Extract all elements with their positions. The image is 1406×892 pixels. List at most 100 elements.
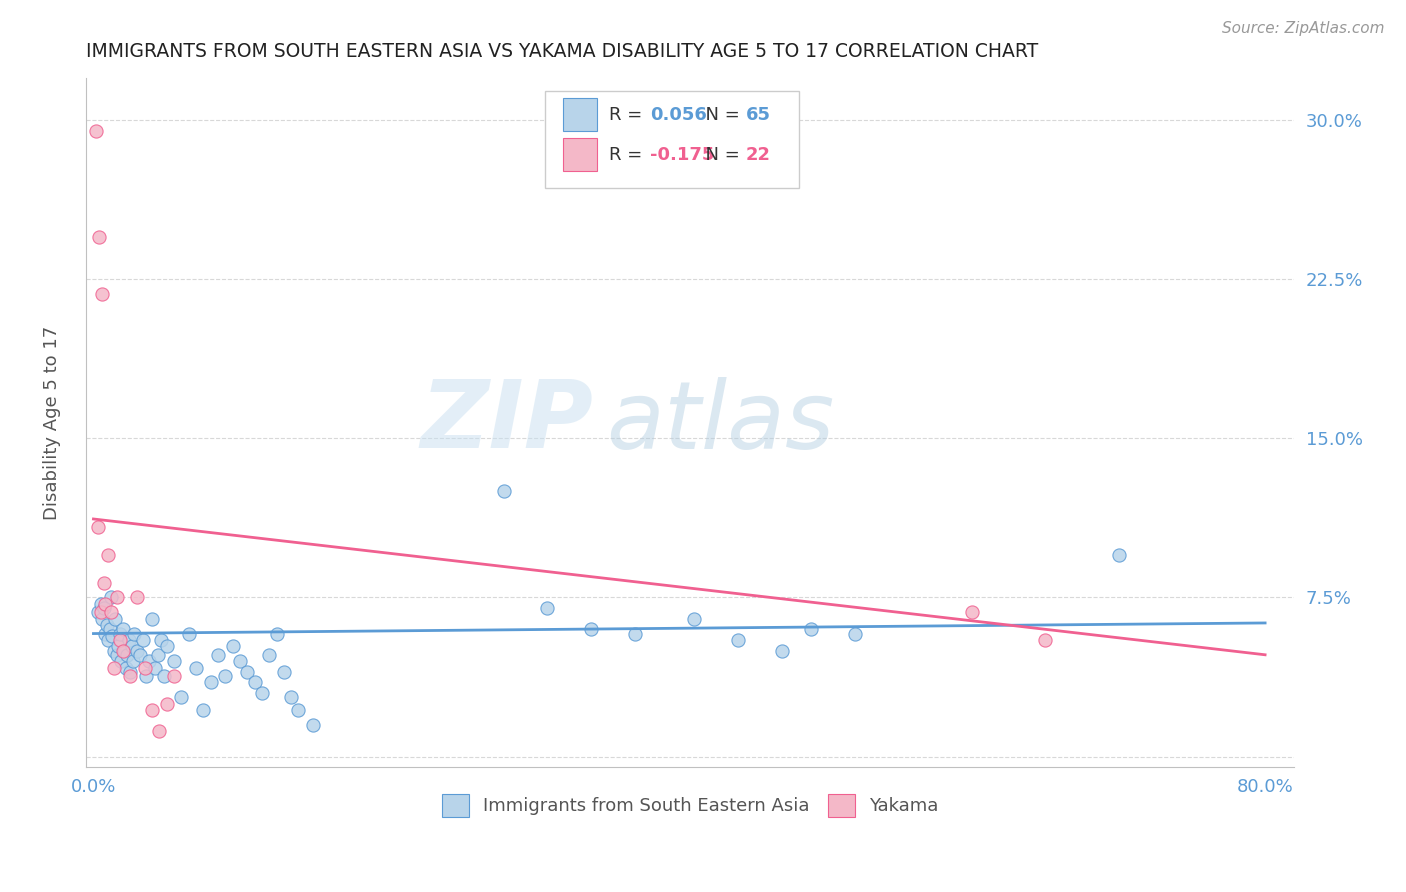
Point [93, 601, 115, 615]
Point [229, 654, 252, 668]
Point [90, 605, 112, 619]
Point [149, 632, 172, 647]
Y-axis label: Disability Age 5 to 17: Disability Age 5 to 17 [44, 326, 60, 519]
Text: 0.056: 0.056 [651, 106, 707, 124]
Point [138, 654, 160, 668]
Point [184, 660, 207, 674]
Point [134, 660, 156, 674]
Point [91, 612, 114, 626]
Point [273, 665, 295, 679]
Point [163, 669, 186, 683]
Point [177, 626, 200, 640]
Point [94, 597, 117, 611]
Point [581, 623, 603, 637]
Point [152, 669, 174, 683]
Point [97, 632, 120, 647]
Point [103, 660, 125, 674]
Point [105, 648, 128, 662]
Point [214, 669, 236, 683]
Point [100, 605, 122, 619]
Point [141, 703, 163, 717]
Point [112, 643, 135, 657]
Point [87, 605, 110, 619]
Text: IMMIGRANTS FROM SOUTH EASTERN ASIA VS YAKAMA DISABILITY AGE 5 TO 17 CORRELATION : IMMIGRANTS FROM SOUTH EASTERN ASIA VS YA… [86, 42, 1039, 61]
FancyBboxPatch shape [564, 98, 598, 131]
Point [124, 626, 146, 640]
Point [148, 724, 170, 739]
Point [624, 626, 647, 640]
Text: -0.175: -0.175 [651, 145, 714, 164]
Point [1108, 548, 1130, 562]
Point [156, 640, 179, 654]
Point [108, 632, 131, 647]
Point [141, 612, 163, 626]
Point [770, 643, 793, 657]
Point [104, 612, 127, 626]
Point [98, 623, 121, 637]
Point [193, 703, 215, 717]
Point [221, 640, 243, 654]
Point [1035, 632, 1057, 647]
Point [107, 640, 129, 654]
Point [114, 660, 136, 674]
Point [844, 626, 866, 640]
Text: atlas: atlas [606, 377, 834, 468]
Point [90, 597, 112, 611]
Point [89, 229, 111, 244]
Point [86, 123, 108, 137]
Point [727, 632, 749, 647]
Point [236, 665, 259, 679]
Point [87, 520, 110, 534]
Point [250, 686, 273, 700]
Point [287, 703, 309, 717]
Point [135, 669, 157, 683]
Point [156, 697, 179, 711]
Text: Source: ZipAtlas.com: Source: ZipAtlas.com [1222, 21, 1385, 37]
Point [143, 660, 166, 674]
Point [122, 654, 145, 668]
Point [132, 632, 155, 647]
Point [243, 675, 266, 690]
Point [683, 612, 706, 626]
Point [101, 629, 124, 643]
Legend: Immigrants from South Eastern Asia, Yakama: Immigrants from South Eastern Asia, Yaka… [434, 788, 946, 823]
Point [129, 648, 152, 662]
Text: ZIP: ZIP [420, 376, 593, 468]
Point [200, 675, 222, 690]
Text: N =: N = [695, 145, 745, 164]
Point [111, 643, 134, 657]
Text: R =: R = [609, 106, 648, 124]
Point [536, 601, 558, 615]
Text: 65: 65 [745, 106, 770, 124]
Point [103, 643, 125, 657]
Point [94, 626, 117, 640]
Point [121, 640, 143, 654]
Point [302, 718, 325, 732]
Point [117, 632, 139, 647]
Point [100, 591, 122, 605]
Point [105, 591, 128, 605]
Point [266, 626, 288, 640]
Point [91, 287, 114, 301]
Point [146, 648, 169, 662]
FancyBboxPatch shape [546, 91, 799, 188]
Point [800, 623, 823, 637]
Point [110, 654, 132, 668]
Point [492, 484, 515, 499]
Point [93, 575, 115, 590]
Point [96, 618, 118, 632]
Point [207, 648, 229, 662]
Text: N =: N = [695, 106, 745, 124]
Point [257, 648, 280, 662]
Point [115, 648, 138, 662]
Point [111, 623, 134, 637]
Point [127, 643, 149, 657]
Point [960, 605, 983, 619]
Point [108, 626, 131, 640]
Point [280, 690, 302, 705]
Point [97, 548, 120, 562]
Point [120, 669, 142, 683]
Point [127, 591, 149, 605]
Text: 22: 22 [745, 145, 770, 164]
Point [170, 690, 193, 705]
